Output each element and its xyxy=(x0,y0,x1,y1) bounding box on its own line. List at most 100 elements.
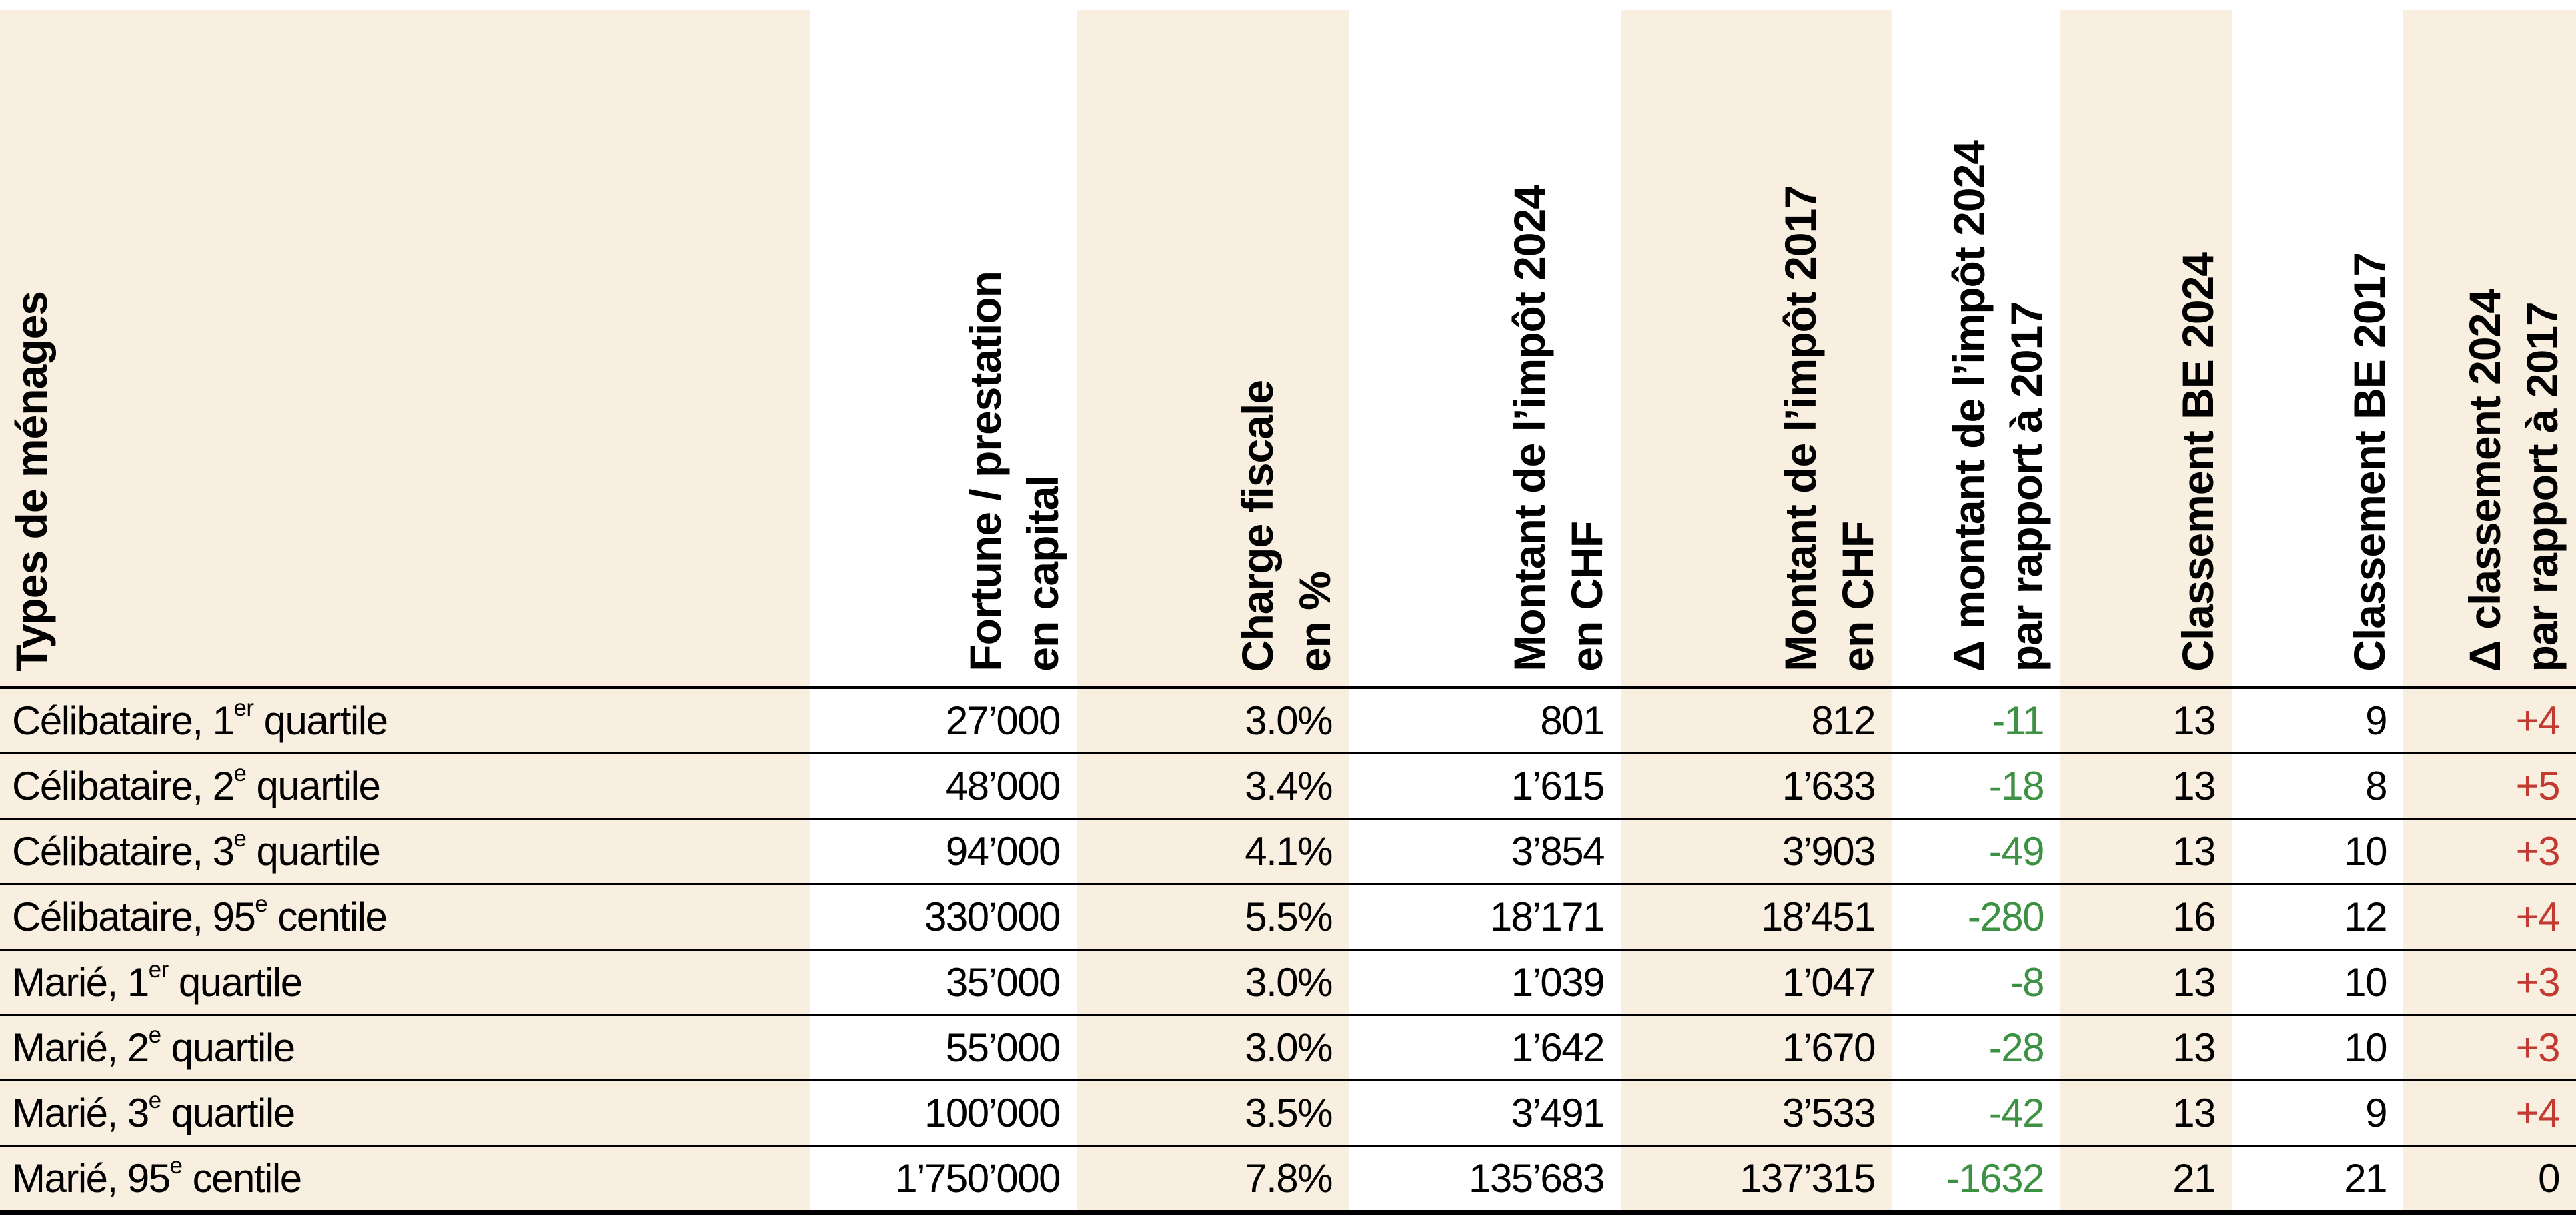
cell-montant2017: 3’533 xyxy=(1621,1081,1892,1145)
cell-delta_montant: -1632 xyxy=(1892,1147,2060,1210)
cell-charge: 4.1% xyxy=(1077,820,1349,883)
household-label-superscript: er xyxy=(233,695,254,721)
cell-classement2024: 13 xyxy=(2060,1016,2232,1079)
cell-montant2017: 1’633 xyxy=(1621,754,1892,818)
cell-menage: Célibataire, 1 er quartile xyxy=(0,689,810,752)
cell-delta_montant: -8 xyxy=(1892,951,2060,1014)
household-label-text: Marié, 3 xyxy=(12,1090,149,1135)
cell-classement2017: 21 xyxy=(2232,1147,2403,1210)
cell-fortune: 1’750’000 xyxy=(810,1147,1077,1210)
header-cell-menage: Types de ménages xyxy=(0,10,810,686)
cell-delta_classement: +3 xyxy=(2403,951,2576,1014)
household-label-text: quartile xyxy=(168,959,303,1005)
household-label-superscript: e xyxy=(255,891,268,917)
household-label-text: quartile xyxy=(161,1090,295,1135)
cell-fortune: 27’000 xyxy=(810,689,1077,752)
cell-charge: 7.8% xyxy=(1077,1147,1349,1210)
cell-fortune: 94’000 xyxy=(810,820,1077,883)
cell-classement2017: 9 xyxy=(2232,1081,2403,1145)
household-label-superscript: e xyxy=(148,1087,161,1113)
household-label-text: Marié, 2 xyxy=(12,1025,149,1070)
column-header-montant2017: Montant de l’impôt 2017 en CHF xyxy=(1776,185,1882,672)
cell-delta_montant: -11 xyxy=(1892,689,2060,752)
column-header-montant2024: Montant de l’impôt 2024 en CHF xyxy=(1505,185,1612,672)
cell-montant2017: 1’047 xyxy=(1621,951,1892,1014)
cell-montant2017: 3’903 xyxy=(1621,820,1892,883)
column-header-fortune: Fortune / prestation en capital xyxy=(960,271,1067,672)
cell-menage: Célibataire, 95 e centile xyxy=(0,885,810,949)
cell-montant2024: 1’615 xyxy=(1349,754,1621,818)
header-cell-delta_montant: Δ montant de l’impôt 2024 par rapport à … xyxy=(1892,10,2060,686)
table-header-row: Types de ménages Fortune / prestation en … xyxy=(0,10,2576,689)
cell-classement2017: 12 xyxy=(2232,885,2403,949)
cell-delta_classement: +4 xyxy=(2403,885,2576,949)
cell-montant2024: 801 xyxy=(1349,689,1621,752)
household-label-text: quartile xyxy=(246,828,381,874)
cell-montant2017: 137’315 xyxy=(1621,1147,1892,1210)
household-label-superscript: e xyxy=(169,1153,183,1179)
cell-montant2024: 135’683 xyxy=(1349,1147,1621,1210)
column-header-classement2017: Classement BE 2017 xyxy=(2345,253,2394,672)
household-label-text: Célibataire, 3 xyxy=(12,828,235,874)
header-cell-classement2024: Classement BE 2024 xyxy=(2060,10,2232,686)
header-cell-fortune: Fortune / prestation en capital xyxy=(810,10,1077,686)
cell-delta_classement: +3 xyxy=(2403,1016,2576,1079)
header-cell-delta_classement: Δ classement 2024 par rapport à 2017 xyxy=(2403,10,2576,686)
cell-classement2017: 10 xyxy=(2232,951,2403,1014)
table-body: Célibataire, 1 er quartile 27’000 3.0% 801 81… xyxy=(0,689,2576,1210)
column-header-delta_classement: Δ classement 2024 par rapport à 2017 xyxy=(2460,289,2567,672)
cell-delta_classement: +5 xyxy=(2403,754,2576,818)
household-label-text: Célibataire, 1 xyxy=(12,698,235,743)
cell-fortune: 35’000 xyxy=(810,951,1077,1014)
household-label-text: quartile xyxy=(161,1025,295,1070)
cell-montant2017: 18’451 xyxy=(1621,885,1892,949)
cell-delta_montant: -49 xyxy=(1892,820,2060,883)
cell-classement2017: 10 xyxy=(2232,1016,2403,1079)
cell-classement2024: 13 xyxy=(2060,689,2232,752)
cell-charge: 3.0% xyxy=(1077,951,1349,1014)
cell-montant2024: 3’854 xyxy=(1349,820,1621,883)
cell-classement2024: 13 xyxy=(2060,1081,2232,1145)
household-label-text: centile xyxy=(182,1155,302,1201)
table-row-5: Marié, 1 er quartile 35’000 3.0% 1’039 1’047-… xyxy=(0,951,2576,1016)
cell-classement2017: 10 xyxy=(2232,820,2403,883)
cell-fortune: 330’000 xyxy=(810,885,1077,949)
cell-charge: 3.4% xyxy=(1077,754,1349,818)
household-label-superscript: e xyxy=(148,1022,161,1048)
cell-classement2024: 13 xyxy=(2060,754,2232,818)
table-row-8: Marié, 95 e centile 1’750’000 7.8% 135’683 13… xyxy=(0,1147,2576,1210)
cell-classement2024: 13 xyxy=(2060,820,2232,883)
cell-montant2017: 1’670 xyxy=(1621,1016,1892,1079)
cell-menage: Marié, 95 e centile xyxy=(0,1147,810,1210)
cell-charge: 3.0% xyxy=(1077,1016,1349,1079)
household-label-text: Marié, 95 xyxy=(12,1155,171,1201)
cell-charge: 5.5% xyxy=(1077,885,1349,949)
household-label-text: Marié, 1 xyxy=(12,959,149,1005)
cell-delta_montant: -28 xyxy=(1892,1016,2060,1079)
cell-delta_classement: 0 xyxy=(2403,1147,2576,1210)
column-header-delta_montant: Δ montant de l’impôt 2024 par rapport à … xyxy=(1944,140,2051,672)
household-label-text: quartile xyxy=(246,763,381,808)
cell-charge: 3.0% xyxy=(1077,689,1349,752)
cell-fortune: 48’000 xyxy=(810,754,1077,818)
top-margin xyxy=(0,0,2576,10)
cell-montant2017: 812 xyxy=(1621,689,1892,752)
cell-delta_montant: -42 xyxy=(1892,1081,2060,1145)
cell-menage: Marié, 1 er quartile xyxy=(0,951,810,1014)
cell-delta_montant: -280 xyxy=(1892,885,2060,949)
table-row-1: Célibataire, 1 er quartile 27’000 3.0% 801 81… xyxy=(0,689,2576,754)
header-cell-montant2017: Montant de l’impôt 2017 en CHF xyxy=(1621,10,1892,686)
cell-fortune: 55’000 xyxy=(810,1016,1077,1079)
cell-delta_classement: +3 xyxy=(2403,820,2576,883)
household-label-superscript: e xyxy=(233,826,247,852)
column-header-classement2024: Classement BE 2024 xyxy=(2173,253,2222,672)
cell-montant2024: 1’039 xyxy=(1349,951,1621,1014)
